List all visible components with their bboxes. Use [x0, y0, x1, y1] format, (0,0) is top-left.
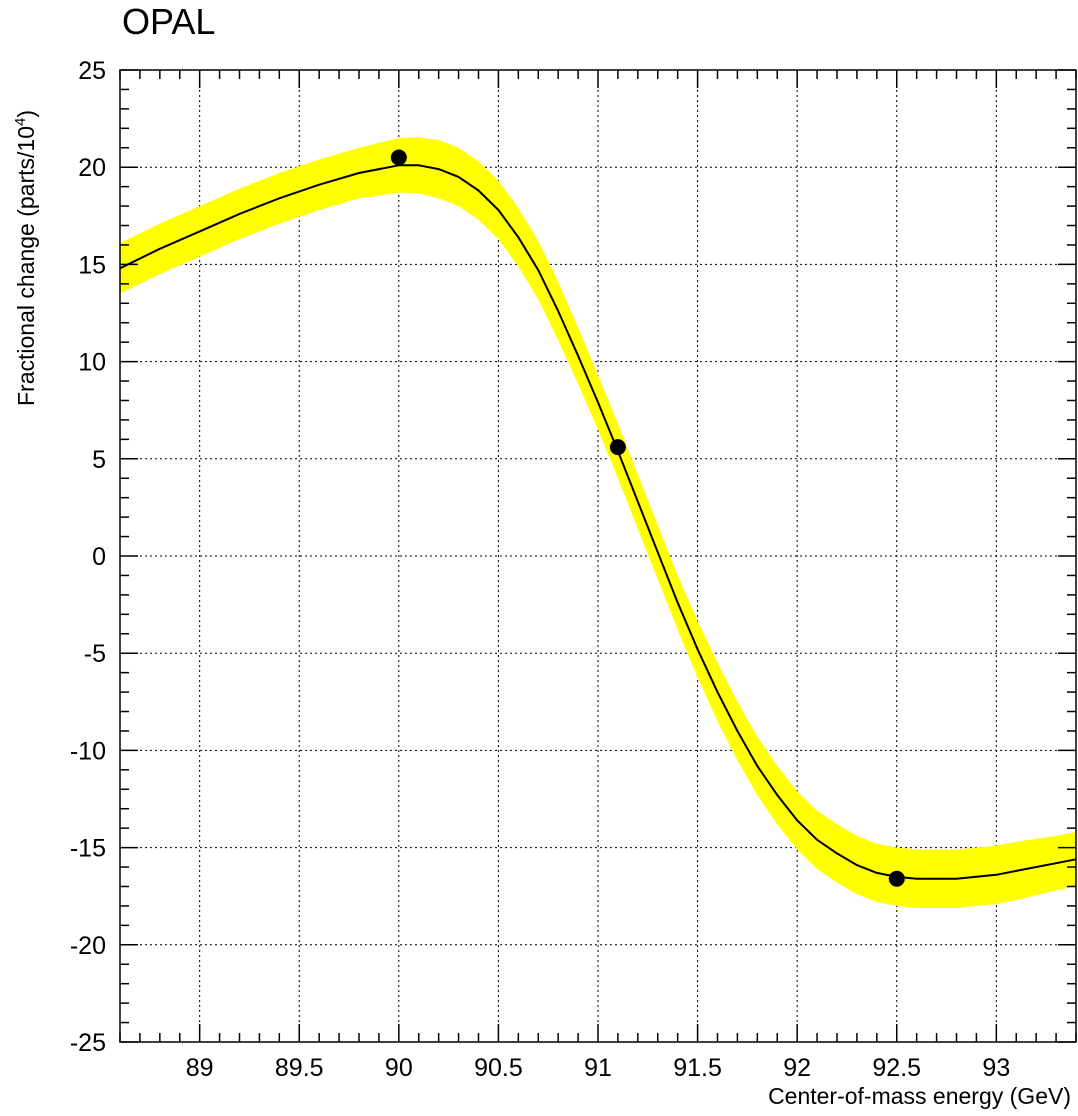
- y-tick-label: 10: [78, 349, 106, 377]
- y-tick-label: 5: [92, 446, 106, 474]
- data-point: [390, 149, 407, 166]
- x-tick-label: 90: [385, 1054, 413, 1082]
- x-tick-label: 89: [186, 1054, 214, 1082]
- y-tick-label: -20: [70, 932, 106, 960]
- chart-title: OPAL: [122, 1, 215, 42]
- data-points: [390, 149, 905, 887]
- y-tick-label: -25: [70, 1029, 106, 1057]
- y-tick-label: 15: [78, 251, 106, 279]
- axis-ticks: [119, 69, 1077, 1043]
- y-tick-label: 25: [78, 57, 106, 85]
- x-tick-label: 92.5: [872, 1054, 921, 1082]
- x-tick-label: 90.5: [474, 1054, 523, 1082]
- y-tick-label: -15: [70, 835, 106, 863]
- uncertainty-band: [120, 137, 1076, 908]
- x-tick-label: 93: [982, 1054, 1010, 1082]
- y-tick-label: -10: [70, 737, 106, 765]
- x-tick-label: 92: [783, 1054, 811, 1082]
- x-tick-label: 89.5: [275, 1054, 324, 1082]
- data-point: [888, 870, 905, 887]
- y-tick-label: 20: [78, 154, 106, 182]
- y-axis-title: Fractional change (parts/104): [12, 110, 39, 406]
- x-tick-label: 91: [584, 1054, 612, 1082]
- fit-curve: [119, 164, 1077, 880]
- y-tick-label: -5: [84, 640, 106, 668]
- data-point: [609, 439, 626, 456]
- y-tick-labels: 25 20 15 10 5 0 -5 -10 -15 -20 -25: [70, 57, 106, 1057]
- y-axis-title-main: Fractional change (parts/10: [13, 126, 39, 406]
- x-axis-title: Center-of-mass energy (GeV): [768, 1083, 1071, 1109]
- y-axis-title-end: ): [13, 110, 39, 118]
- x-tick-labels: 89 89.5 90 90.5 91 91.5 92 92.5 93: [186, 1054, 1010, 1082]
- y-tick-label: 0: [92, 543, 106, 571]
- y-axis-title-sup: 4: [12, 118, 29, 126]
- x-tick-label: 91.5: [673, 1054, 722, 1082]
